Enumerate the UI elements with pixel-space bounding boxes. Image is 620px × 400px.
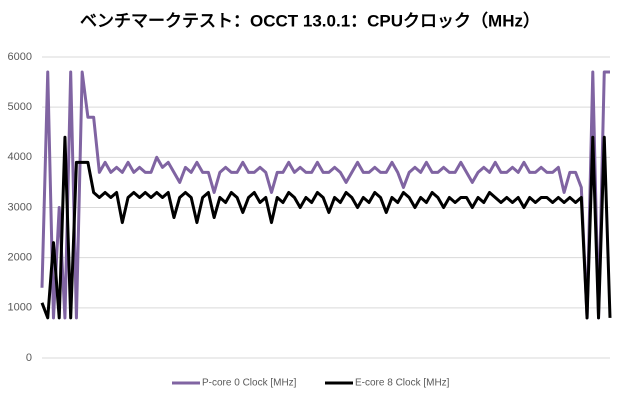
y-tick-label: 5000 [8,101,32,113]
chart-title: ベンチマークテスト：OCCT 13.0.1：CPUクロック（MHz） [80,10,540,30]
y-tick-label: 3000 [8,201,32,213]
y-tick-label: 4000 [8,151,32,163]
y-tick-label: 0 [26,352,32,364]
series-line [40,70,610,320]
legend-label: E-core 8 Clock [MHz] [355,378,450,389]
series-line [40,135,612,320]
legend-label: P-core 0 Clock [MHz] [202,378,297,389]
y-tick-label: 6000 [8,51,32,63]
y-tick-label: 2000 [8,252,32,264]
y-tick-label: 1000 [8,302,32,314]
